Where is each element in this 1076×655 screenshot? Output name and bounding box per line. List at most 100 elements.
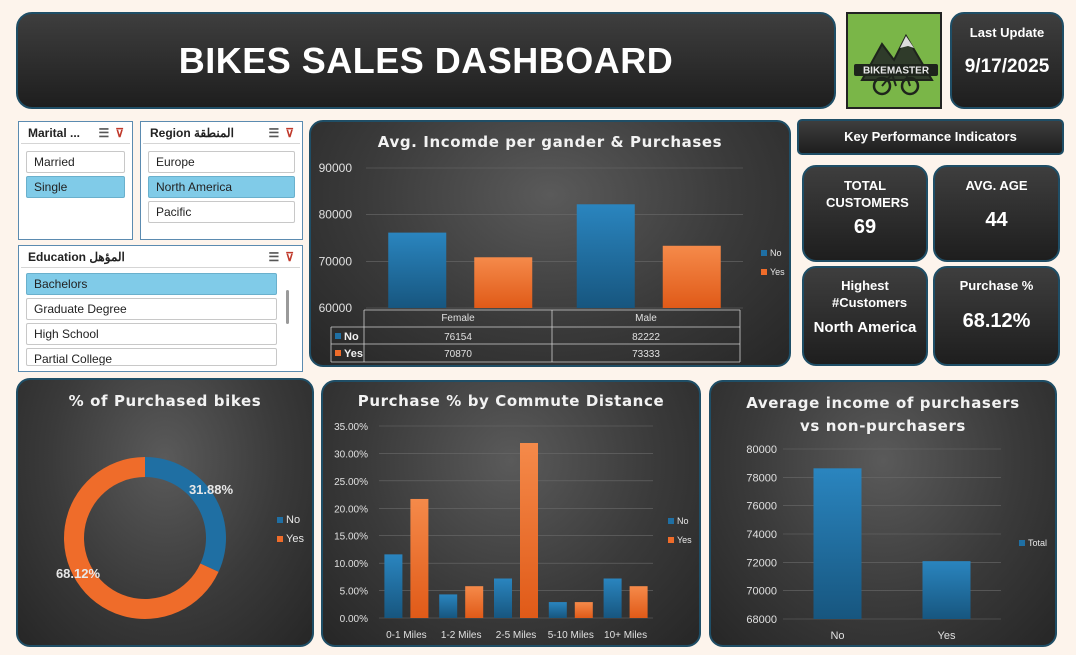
y-tick-label: 80000 xyxy=(746,444,777,456)
y-tick-label: 76000 xyxy=(746,501,777,513)
kpi-purchase-pct: Purchase % 68.12% xyxy=(933,266,1060,366)
bar-no-male xyxy=(576,204,635,308)
table-cell: 73333 xyxy=(632,349,660,360)
y-tick-label: 78000 xyxy=(746,472,777,484)
legend-swatch xyxy=(277,517,283,523)
chart-title: Purchase % by Commute Distance xyxy=(357,392,665,410)
y-tick-label: 20.00% xyxy=(334,504,368,515)
slicer-marital-title: Marital ... xyxy=(28,125,81,140)
bar-yes xyxy=(629,586,648,618)
clear-filter-icon[interactable]: ⊽ xyxy=(285,249,294,264)
legend-swatch xyxy=(668,537,674,543)
chart-title-line: vs non-purchasers xyxy=(800,417,966,435)
slicer-marital: Marital ... ☰ ⊽ Married Single xyxy=(18,121,133,240)
data-label: 68.12% xyxy=(56,566,101,581)
y-tick-label: 70000 xyxy=(319,254,353,268)
bar-yes xyxy=(574,602,593,618)
chart-title: Avg. Incomde per gander & Purchases xyxy=(377,133,723,151)
legend-swatch xyxy=(1019,540,1025,546)
bar-yes xyxy=(922,561,971,619)
bar-yes xyxy=(520,443,538,618)
y-tick-label: 72000 xyxy=(746,557,777,569)
x-tick-label: 2-5 Miles xyxy=(496,630,537,641)
logo-text: BIKEMASTER xyxy=(863,66,930,77)
legend-label: No xyxy=(770,248,782,258)
last-update-label: Last Update xyxy=(969,25,1045,40)
bar-no xyxy=(603,578,622,618)
y-tick-label: 35.00% xyxy=(334,422,368,433)
y-tick-label: 68000 xyxy=(746,614,777,626)
kpi-total-customers: TOTAL CUSTOMERS 69 xyxy=(802,165,928,262)
y-tick-label: 15.00% xyxy=(334,532,368,543)
slicer-item-bachelors[interactable]: Bachelors xyxy=(26,273,277,295)
bar-yes xyxy=(465,586,484,618)
chart-income-purchasers-card: Average income of purchasers vs non-purc… xyxy=(709,380,1057,647)
chart-commute-card: Purchase % by Commute Distance 35.00% 30.… xyxy=(321,380,701,647)
y-tick-label: 10.00% xyxy=(334,559,368,570)
clear-filter-icon[interactable]: ⊽ xyxy=(285,125,294,140)
kpi-label: Purchase % xyxy=(959,278,1034,293)
chart-commute: 35.00% 30.00% 25.00% 20.00% 15.00% 10.00% 5.00… xyxy=(334,422,692,641)
legend-swatch xyxy=(761,269,767,275)
table-cell: 82222 xyxy=(632,332,660,343)
x-tick-label: 5-10 Miles xyxy=(548,630,594,641)
slicer-scrollbar[interactable] xyxy=(286,290,289,324)
slicer-item-high-school[interactable]: High School xyxy=(26,323,277,345)
legend-swatch xyxy=(277,536,283,542)
kpi-label: Highest #Customers xyxy=(832,278,908,310)
slicer-item-graduate-degree[interactable]: Graduate Degree xyxy=(26,298,277,320)
slicer-item-married[interactable]: Married xyxy=(26,151,125,173)
slicer-item-partial-college[interactable]: Partial College xyxy=(26,348,277,366)
multi-select-icon[interactable]: ☰ xyxy=(268,249,280,264)
y-tick-label: 0.00% xyxy=(340,614,368,625)
legend-label: Yes xyxy=(286,533,304,545)
slicer-item-single[interactable]: Single xyxy=(26,176,125,198)
kpi-value: North America xyxy=(813,319,917,336)
slicer-education-title: Education المؤهل xyxy=(28,249,125,264)
slicer-region: Region المنطقة ☰ ⊽ Europe North America P… xyxy=(140,121,303,240)
chart-income-gender-card: Avg. Incomde per gander & Purchases 9000… xyxy=(309,120,791,367)
bar-no xyxy=(384,554,403,618)
kpi-avg-age: AVG. AGE 44 xyxy=(933,165,1060,262)
table-series-label: No xyxy=(344,331,359,343)
slicer-region-title: Region المنطقة xyxy=(150,125,234,140)
multi-select-icon[interactable]: ☰ xyxy=(98,125,110,140)
legend-label: No xyxy=(286,514,300,526)
kpi-value: 44 xyxy=(985,209,1008,231)
bar-no xyxy=(439,594,458,618)
slicer-item-pacific[interactable]: Pacific xyxy=(148,201,295,223)
y-tick-label: 60000 xyxy=(319,301,353,315)
legend-label: Total xyxy=(1028,538,1047,548)
table-header: Female xyxy=(441,313,475,324)
multi-select-icon[interactable]: ☰ xyxy=(268,125,280,140)
x-tick-label: 1-2 Miles xyxy=(441,630,482,641)
slice-no xyxy=(145,457,226,572)
last-update-value: 9/17/2025 xyxy=(964,56,1050,77)
chart-purchased-donut: 31.88% 68.12% No Yes xyxy=(56,457,304,619)
bar-no xyxy=(548,602,567,618)
kpi-header: Key Performance Indicators xyxy=(797,119,1064,155)
data-label: 31.88% xyxy=(189,482,234,497)
x-tick-label: No xyxy=(830,630,844,642)
legend-swatch xyxy=(761,250,767,256)
legend-label: Yes xyxy=(677,535,692,545)
y-tick-label: 5.00% xyxy=(340,587,368,598)
chart-income-gender: 90000 80000 70000 60000 Female Male No 76154 822… xyxy=(319,161,785,363)
y-tick-label: 30.00% xyxy=(334,449,368,460)
x-tick-label: Yes xyxy=(938,630,956,642)
table-series-label: Yes xyxy=(344,348,363,360)
last-update-box: Last Update 9/17/2025 xyxy=(950,12,1064,109)
chart-title-line: Average income of purchasers xyxy=(746,394,1020,412)
kpi-label: AVG. AGE xyxy=(965,178,1028,193)
slicer-item-europe[interactable]: Europe xyxy=(148,151,295,173)
slicer-item-north-america[interactable]: North America xyxy=(148,176,295,198)
bar-yes xyxy=(410,498,429,618)
y-tick-label: 25.00% xyxy=(334,477,368,488)
y-tick-label: 90000 xyxy=(319,161,353,175)
x-tick-label: 10+ Miles xyxy=(604,630,647,641)
legend-swatch xyxy=(335,333,341,339)
legend-label: Yes xyxy=(770,267,785,277)
y-tick-label: 80000 xyxy=(319,208,353,222)
table-cell: 76154 xyxy=(444,332,472,343)
clear-filter-icon[interactable]: ⊽ xyxy=(115,125,124,140)
